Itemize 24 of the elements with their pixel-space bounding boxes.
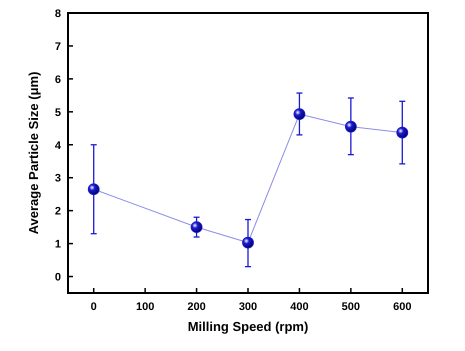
y-tick-label: 1 <box>54 238 61 251</box>
y-tick-label: 6 <box>54 74 61 86</box>
point <box>88 183 100 196</box>
point <box>396 126 408 138</box>
y-axis-title: Average Particle Size (μm) <box>26 72 41 234</box>
y-tick-label: 8 <box>54 8 61 20</box>
x-tick-label: 300 <box>238 301 258 313</box>
y-tick-label: 3 <box>54 172 61 185</box>
x-tick-label: 400 <box>290 301 309 313</box>
y-tick-label: 4 <box>54 140 62 152</box>
y-tick-label: 5 <box>54 106 61 119</box>
x-tick-label: 100 <box>136 301 154 313</box>
point <box>242 236 254 248</box>
point <box>344 120 357 133</box>
y-tick-label: 0 <box>54 272 61 284</box>
point <box>294 108 306 120</box>
x-tick-label: 500 <box>342 301 360 313</box>
point <box>190 221 202 234</box>
x-tick-label: 0 <box>90 301 97 313</box>
x-tick-label: 200 <box>187 301 206 313</box>
x-tick-label: 600 <box>393 301 412 313</box>
y-tick-label: 2 <box>54 206 61 218</box>
y-tick-label: 7 <box>54 40 61 53</box>
x-axis-title: Milling Speed (rpm) <box>188 319 308 334</box>
